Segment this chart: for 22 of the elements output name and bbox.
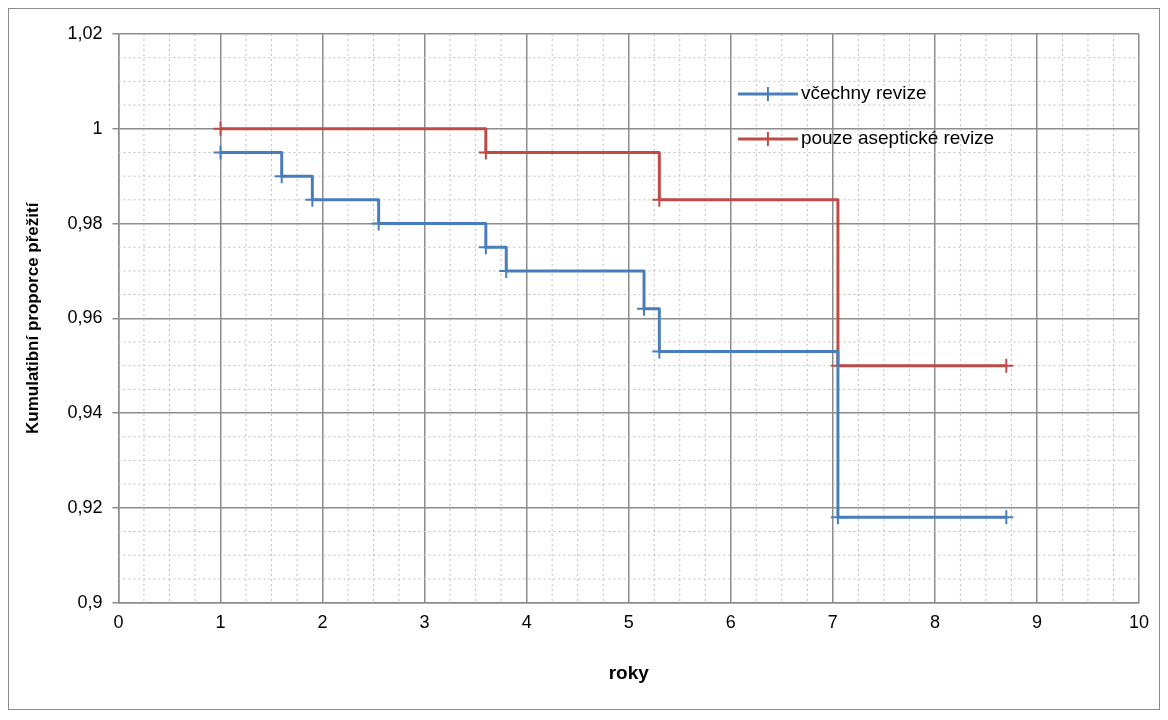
x-tick-label: 2 [317, 612, 328, 633]
x-tick-label: 10 [1128, 612, 1149, 633]
x-tick-label: 4 [521, 612, 532, 633]
x-tick-label: 0 [113, 612, 124, 633]
x-tick-label: 1 [215, 612, 226, 633]
x-tick-label: 9 [1031, 612, 1042, 633]
y-tick-label: 1 [92, 117, 103, 138]
x-tick-label: 8 [929, 612, 940, 633]
y-tick-label: 0,92 [67, 496, 103, 517]
legend-label: pouze aseptické revize [800, 127, 995, 149]
x-tick-label: 6 [725, 612, 736, 633]
y-tick-label: 1,02 [67, 22, 103, 43]
x-axis-title: roky [608, 661, 650, 683]
x-tick-label: 3 [419, 612, 430, 633]
y-tick-label: 0,98 [67, 212, 103, 233]
y-tick-label: 0,9 [77, 591, 103, 612]
y-tick-label: 0,94 [67, 402, 103, 423]
y-axis-title: Kumulatibní proporce přežití [22, 201, 42, 434]
y-tick-label: 0,96 [67, 307, 103, 328]
legend-label: včechny revize [800, 82, 927, 104]
x-tick-label: 7 [827, 612, 838, 633]
x-tick-label: 5 [623, 612, 634, 633]
